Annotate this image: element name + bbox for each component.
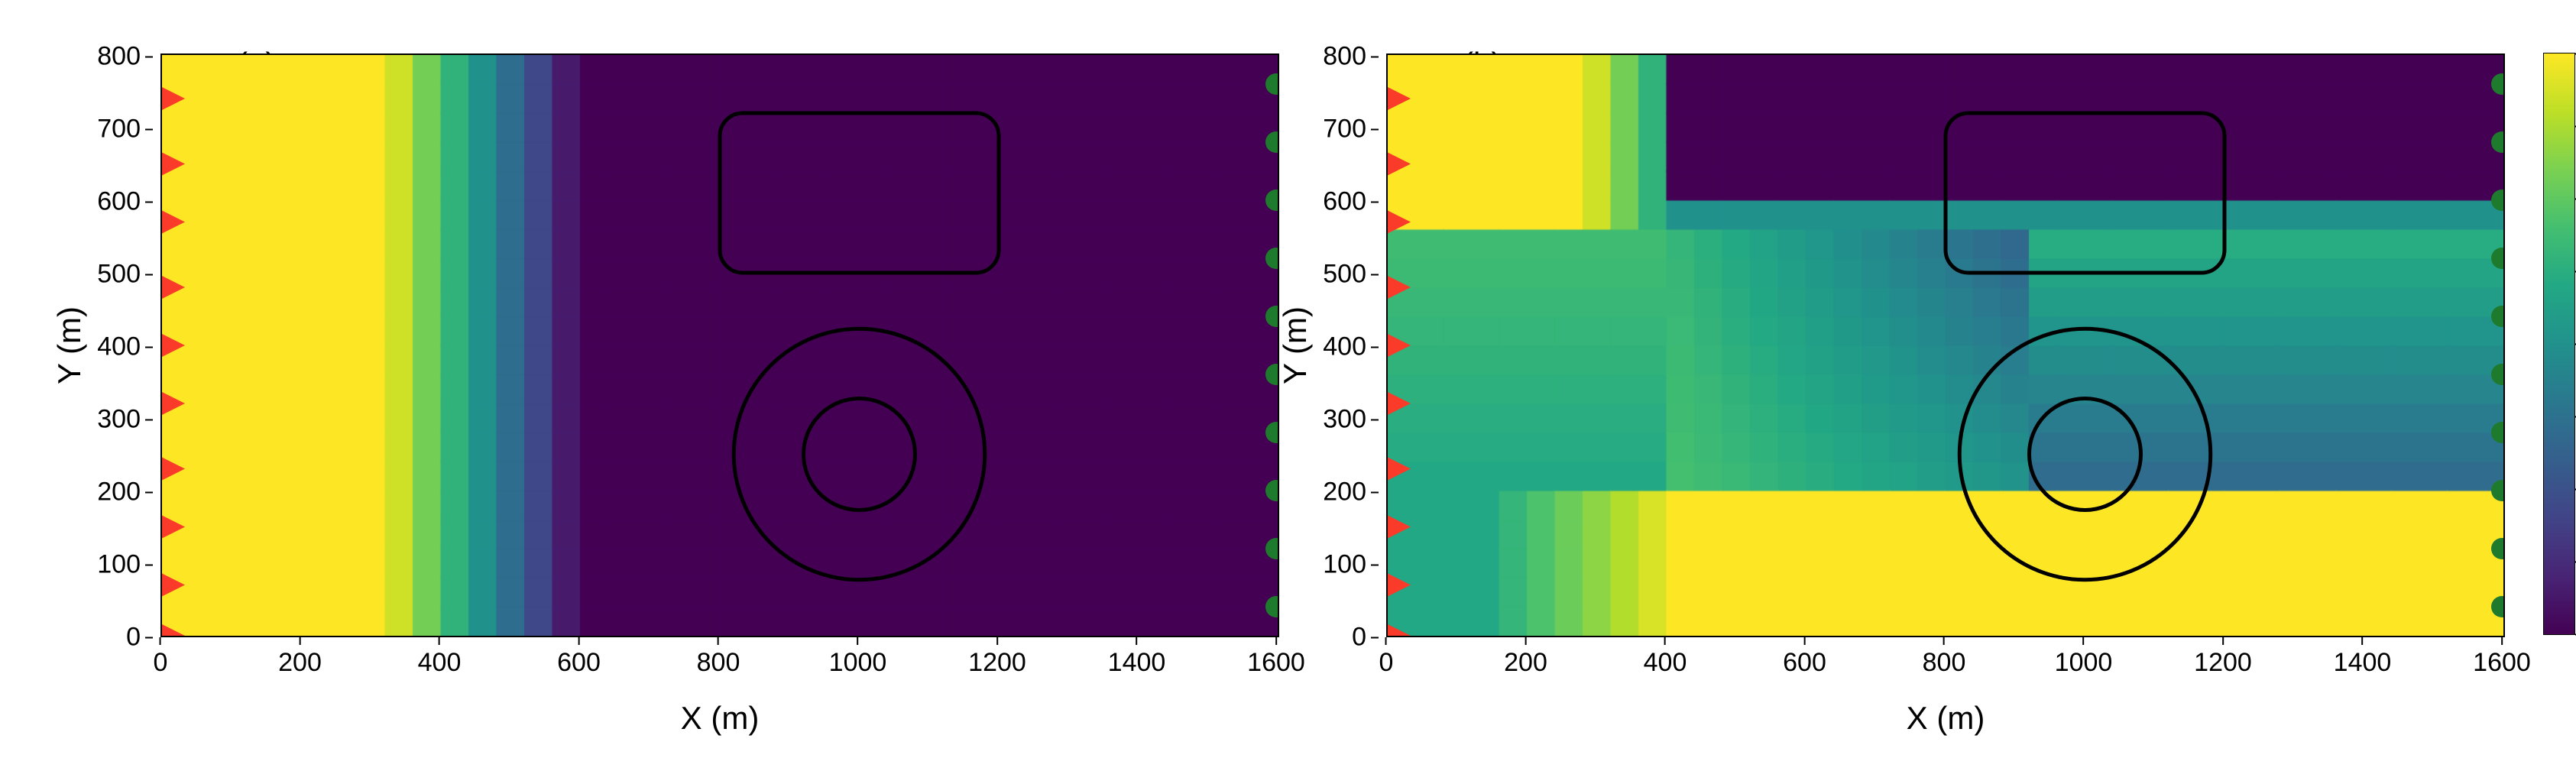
x-tick: 0: [154, 637, 168, 678]
x-tick: 1600: [2473, 637, 2531, 678]
x-axis-a: 02004006008001000120014001600: [160, 637, 1279, 683]
x-tick: 800: [697, 637, 740, 678]
heatmap-a: [162, 55, 1278, 636]
y-tick: 700: [97, 115, 153, 144]
y-tick: 0: [1352, 623, 1379, 653]
y-tick: 0: [126, 623, 153, 653]
y-tick: 200: [97, 478, 153, 507]
x-tick: 1000: [829, 637, 887, 678]
axes-b: [1386, 53, 2505, 637]
y-tick: 600: [1323, 187, 1379, 217]
y-axis-b: 0100200300400500600700800: [1317, 53, 1379, 637]
panel-b: (b) Y (m) 0100200300400500600700800 0200…: [1386, 53, 2505, 637]
y-axis-label: Y (m): [51, 306, 88, 384]
x-axis-label-b: X (m): [1907, 700, 1985, 737]
y-tick: 300: [1323, 405, 1379, 435]
y-tick: 700: [1323, 115, 1379, 144]
y-tick: 800: [97, 42, 153, 72]
x-tick: 600: [557, 637, 601, 678]
figure: (a) Y (m) 0100200300400500600700800 0200…: [15, 15, 2576, 743]
axes-a: [160, 53, 1279, 637]
x-tick: 600: [1783, 637, 1826, 678]
x-tick: 400: [1644, 637, 1687, 678]
colorbar-gradient: [2543, 53, 2575, 635]
colorbar: 0.000.250.500.751.001.251.501.752.00 Nor…: [2543, 53, 2575, 634]
x-tick: 1000: [2055, 637, 2113, 678]
y-tick: 200: [1323, 478, 1379, 507]
y-tick: 400: [97, 332, 153, 362]
x-tick: 200: [278, 637, 322, 678]
x-tick: 200: [1504, 637, 1547, 678]
y-tick: 100: [1323, 550, 1379, 580]
x-tick: 1600: [1247, 637, 1305, 678]
x-tick: 1400: [2334, 637, 2392, 678]
y-tick: 600: [97, 187, 153, 217]
x-axis-b: 02004006008001000120014001600: [1386, 637, 2505, 683]
x-axis-label-a: X (m): [681, 700, 760, 737]
heatmap-b: [1388, 55, 2503, 636]
panel-a-plot: Y (m) 0100200300400500600700800 02004006…: [160, 53, 1279, 637]
y-axis-label-b: Y (m): [1277, 306, 1314, 384]
panel-a: (a) Y (m) 0100200300400500600700800 0200…: [160, 53, 1279, 637]
x-tick: 800: [1923, 637, 1966, 678]
y-tick: 400: [1323, 332, 1379, 362]
y-axis-a: 0100200300400500600700800: [92, 53, 153, 637]
x-tick: 0: [1379, 637, 1394, 678]
x-tick: 1200: [2194, 637, 2252, 678]
x-tick: 1200: [968, 637, 1026, 678]
panel-b-plot: Y (m) 0100200300400500600700800 02004006…: [1386, 53, 2505, 637]
y-tick: 300: [97, 405, 153, 435]
y-tick: 800: [1323, 42, 1379, 72]
y-tick: 500: [1323, 260, 1379, 290]
x-tick: 400: [418, 637, 462, 678]
y-tick: 100: [97, 550, 153, 580]
x-tick: 1400: [1108, 637, 1166, 678]
y-tick: 500: [97, 260, 153, 290]
